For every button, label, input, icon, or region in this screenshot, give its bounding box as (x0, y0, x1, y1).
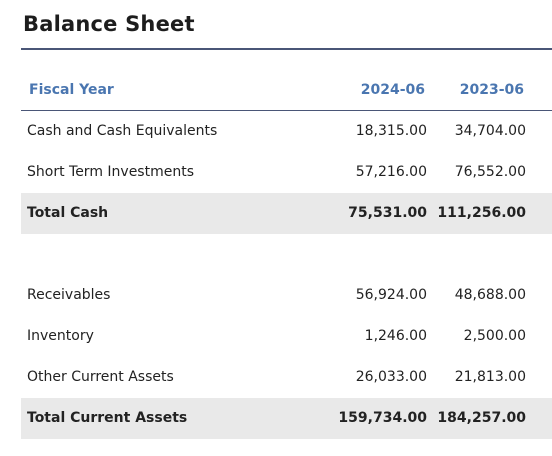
table-row-receivables: Receivables 56,924.00 48,688.00 (21, 275, 552, 316)
header-col-2023-06[interactable]: 2023-06 (459, 82, 524, 98)
row-value-2024: 56,924.00 (355, 287, 427, 303)
table-row-inventory: Inventory 1,246.00 2,500.00 (21, 316, 552, 357)
balance-sheet-table: Fiscal Year 2024-06 2023-06 Cash and Cas… (21, 71, 552, 439)
row-label: Cash and Cash Equivalents (27, 123, 218, 139)
row-label: Total Current Assets (27, 410, 188, 426)
row-value-2024: 75,531.00 (348, 205, 427, 221)
row-label: Short Term Investments (27, 164, 194, 180)
row-value-2024: 18,315.00 (355, 123, 427, 139)
table-row-total-current-assets: Total Current Assets 159,734.00 184,257.… (21, 398, 552, 439)
row-value-2023: 76,552.00 (454, 164, 526, 180)
table-row-cash-equivalents: Cash and Cash Equivalents 18,315.00 34,7… (21, 111, 552, 152)
row-value-2024: 57,216.00 (355, 164, 427, 180)
row-label: Inventory (27, 328, 94, 344)
header-col-2024-06[interactable]: 2024-06 (360, 82, 425, 98)
row-label: Receivables (27, 287, 111, 303)
table-header-row: Fiscal Year 2024-06 2023-06 (21, 71, 552, 111)
row-value-2024: 159,734.00 (338, 410, 427, 426)
row-value-2024: 26,033.00 (355, 369, 427, 385)
row-label: Total Cash (27, 205, 109, 221)
row-value-2023: 2,500.00 (463, 328, 526, 344)
row-value-2023: 21,813.00 (454, 369, 526, 385)
page-title-bar: Balance Sheet (21, 0, 552, 50)
row-value-2023: 48,688.00 (454, 287, 526, 303)
row-value-2023: 184,257.00 (437, 410, 526, 426)
row-label: Other Current Assets (27, 369, 174, 385)
table-row-other-current-assets: Other Current Assets 26,033.00 21,813.00 (21, 357, 552, 398)
table-row-short-term-investments: Short Term Investments 57,216.00 76,552.… (21, 152, 552, 193)
page-title: Balance Sheet (23, 12, 195, 36)
row-value-2023: 34,704.00 (454, 123, 526, 139)
table-row-total-cash: Total Cash 75,531.00 111,256.00 (21, 193, 552, 234)
row-value-2023: 111,256.00 (437, 205, 526, 221)
row-value-2024: 1,246.00 (364, 328, 427, 344)
header-fiscal-year: Fiscal Year (29, 82, 114, 98)
table-spacer-row (21, 234, 552, 275)
